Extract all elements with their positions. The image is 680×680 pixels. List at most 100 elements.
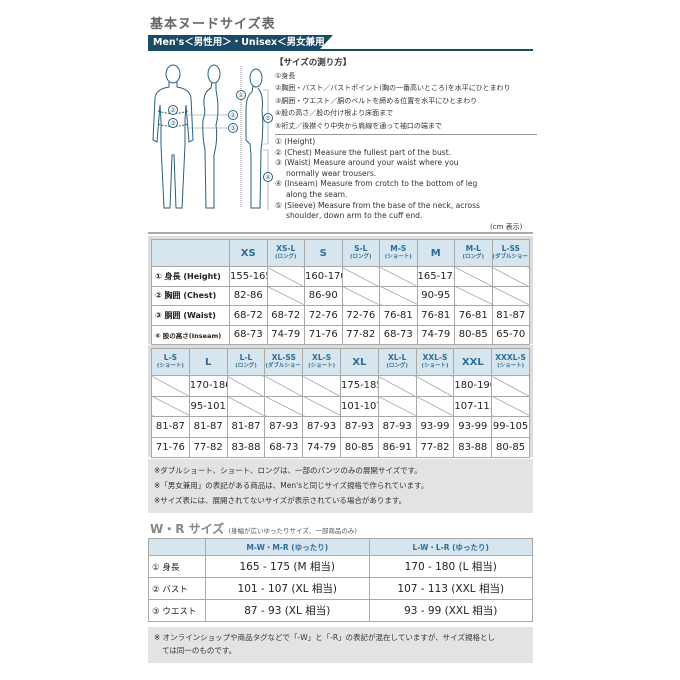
size-value: 170 - 180 (L 相当): [368, 555, 533, 578]
size-header: XS: [229, 239, 268, 267]
size-value: 80-85: [454, 324, 493, 345]
size-header: XS-L (ロング): [266, 239, 305, 267]
size-value: 77-82: [341, 324, 380, 345]
size-value: 87-93: [377, 416, 417, 438]
wr-size-header: M-W・M-R (ゆったり): [205, 538, 370, 556]
table-row: ④ 股の高さ(Inseam) 68-73 74-79 71-76 77-82 68-73 7…: [151, 324, 530, 345]
table-row: ③ ウエスト 87 - 93 (XL 相当) 93 - 99 (XXL 相当): [148, 599, 533, 622]
size-name: XL-L: [387, 353, 407, 362]
size-value: 68-72: [266, 305, 305, 326]
row-label: ③ ウエスト: [148, 599, 206, 622]
size-value: 180-190: [453, 375, 493, 397]
size-header: XXL: [453, 348, 493, 376]
instruction-en: along the seam.: [286, 190, 348, 199]
size-name: XL: [352, 356, 367, 368]
empty-cell: [264, 395, 304, 417]
figure-label-chest: ②: [170, 107, 176, 114]
size-header: L-L (ロング): [226, 348, 266, 376]
size-type: (ダブルショート): [492, 254, 529, 260]
size-name: S-L: [354, 244, 368, 253]
banner-label: Men's＜男性用＞・Unisex＜男女兼用＞: [148, 35, 333, 51]
size-value: 170-180: [188, 375, 228, 397]
table-row: 81-87 81-87 81-87 87-93 87-93 87-93 87-93 93-99…: [151, 416, 530, 438]
size-value: 81-87: [491, 305, 530, 326]
empty-cell: [415, 375, 455, 397]
instruction-en: ② (Chest) Measure the fullest part of th…: [275, 147, 452, 157]
front-figure-illustration: [152, 64, 194, 209]
corner-cell: [151, 239, 230, 267]
size-value: 86-90: [304, 285, 343, 306]
table-row: ③ 胴囲 (Waist) 68-72 68-72 72-76 72-76 76-81 76-…: [151, 305, 530, 326]
size-header: XL: [339, 348, 379, 376]
section-banner: Men's＜男性用＞・Unisex＜男女兼用＞: [148, 35, 533, 51]
empty-cell: [302, 395, 341, 417]
empty-cell: [491, 395, 530, 417]
wr-size-title: W・R サイズ (身幅が広いゆったりサイズ、一部商品のみ): [150, 520, 357, 537]
instruction-en: ③ (Waist) Measure around your waist wher…: [275, 158, 459, 168]
size-name: XL-SS: [271, 353, 296, 362]
size-type: (ショート): [308, 363, 336, 369]
size-value: 81-87: [151, 416, 190, 438]
size-header: XL-SS(ダブルショート): [264, 348, 304, 376]
row-label: ② バスト: [148, 577, 206, 600]
row-label: ④ 股の高さ(Inseam): [151, 324, 230, 345]
size-name: M-L: [465, 244, 481, 253]
instruction-en: ① (Height): [275, 137, 316, 147]
empty-cell: [454, 285, 493, 306]
size-value: 87-93: [339, 416, 379, 438]
size-type: (ショート): [421, 363, 449, 369]
size-value: 74-79: [416, 324, 455, 345]
size-value: 82-86: [229, 285, 268, 306]
size-type: (ショート): [497, 363, 525, 369]
size-value: 175-185: [339, 375, 379, 397]
size-value: 90-95: [416, 285, 455, 306]
figure-label-height: ①: [238, 92, 243, 99]
empty-cell: [491, 285, 530, 306]
size-header: XXL-S (ショート): [415, 348, 455, 376]
instruction-en: shoulder, down arm to the cuff end.: [286, 211, 423, 221]
size-value: 74-79: [302, 436, 341, 458]
size-name: XXL: [461, 356, 484, 368]
figure-label-chest-side: ②: [230, 112, 236, 119]
size-header: M-S (ショート): [379, 239, 418, 267]
size-value: 165-175: [416, 266, 455, 287]
note-line: ※サイズ表には、展開されてないサイズが表示されている場合があります。: [154, 496, 407, 505]
body-measurement-figures: ② ③ ② ③ ① ⑤ ④: [152, 64, 273, 210]
size-name: L-S: [163, 353, 178, 362]
size-name: L: [205, 356, 212, 368]
row-label: ③ 胴囲 (Waist): [151, 305, 230, 326]
wr-size-table: M-W・M-R (ゆったり) L-W・L-R (ゆったり) ① 身長 165 - 17…: [148, 538, 533, 622]
size-name: L-SS: [501, 244, 520, 253]
size-value: 87 - 93 (XL 相当): [205, 599, 370, 622]
row-label: ① 身長 (Height): [151, 266, 230, 287]
corner-cell: [148, 538, 206, 556]
header-row: L-S(ショート)LL-L(ロング)XL-SS(ダブルショート)XL-S(ショー…: [151, 348, 530, 376]
empty-cell: [151, 395, 190, 417]
empty-cell: [415, 395, 455, 417]
wr-subtitle: (身幅が広いゆったりサイズ、一部商品のみ): [228, 527, 357, 535]
size-type: (ロング): [349, 254, 372, 260]
empty-cell: [264, 375, 304, 397]
size-value: 74-79: [266, 324, 305, 345]
row-label: ① 身長: [148, 555, 206, 578]
size-value: 165 - 175 (M 相当): [205, 555, 370, 578]
size-value: 81-87: [188, 416, 228, 438]
size-table-2: L-S(ショート)LL-L(ロング)XL-SS(ダブルショート)XL-S(ショー…: [148, 345, 533, 458]
size-value: 93-99: [453, 416, 493, 438]
measurement-instructions: 【サイズの測り方】 ①身長 ②胸囲・バスト／バストポイント(胸の一番高いところ)を…: [275, 57, 537, 222]
size-type: (ショート): [156, 363, 184, 369]
empty-cell: [454, 266, 493, 287]
table-row: 170-180 175-185 180-190: [151, 375, 530, 397]
size-name: XL-S: [312, 353, 332, 362]
size-header: S-L (ロング): [341, 239, 380, 267]
size-header: L: [188, 348, 228, 376]
size-value: 81-87: [226, 416, 266, 438]
empty-cell: [226, 375, 266, 397]
size-name: L-L: [239, 353, 253, 362]
instructions-heading: 【サイズの測り方】: [275, 58, 352, 68]
size-value: 80-85: [339, 436, 379, 458]
empty-cell: [377, 395, 417, 417]
table-row: ② バスト 101 - 107 (XL 相当) 107 - 113 (XXL 相当): [148, 577, 533, 600]
size-value: 65-70: [491, 324, 530, 345]
size-value: 72-76: [341, 305, 380, 326]
